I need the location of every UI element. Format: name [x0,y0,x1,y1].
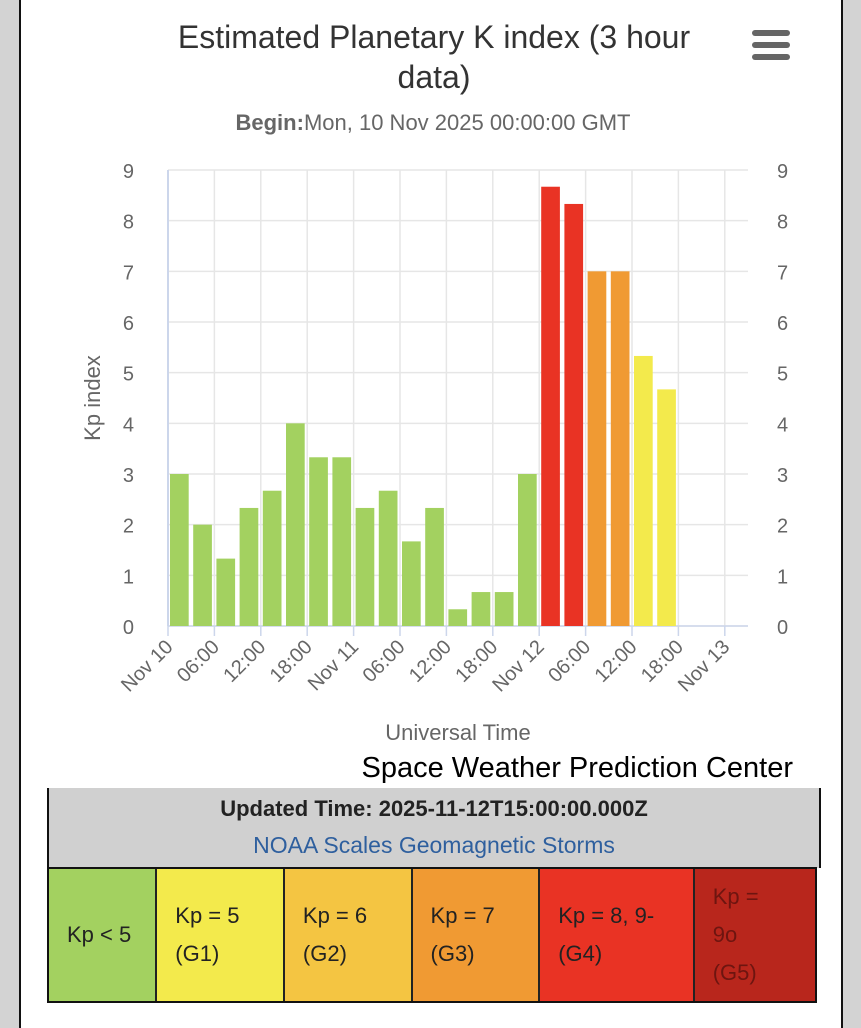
y-tick-label-right: 9 [777,161,788,183]
kp-bar[interactable] [332,457,352,626]
legend-text: Kp = 6 [302,903,368,928]
hamburger-icon [752,30,790,36]
updated-time: Updated Time: 2025-11-12T15:00:00.000Z [220,796,648,821]
x-tick-label: Nov 13 [674,636,734,696]
hamburger-icon-line [752,42,790,48]
y-tick-label-right: 3 [777,465,788,487]
legend-text: Kp < 5 [67,922,132,947]
y-tick-label-left: 2 [123,516,134,538]
x-tick-label: Nov 10 [117,636,177,696]
kp-bar[interactable] [402,541,421,626]
x-tick-label: 12:00 [405,636,456,687]
y-axis-title: Kp index [80,355,105,441]
legend-cell-g1: Kp = 5 (G1) [157,869,285,1001]
kp-bar[interactable] [518,474,537,626]
x-tick-label: Nov 11 [304,636,363,695]
legend-text: (G4) [558,941,603,966]
kp-bar[interactable] [610,271,630,626]
kp-bar[interactable] [262,490,282,626]
legend-text: (G1) [175,941,220,966]
y-tick-label-right: 7 [777,262,788,284]
chart-subtitle: Begin:Mon, 10 Nov 2025 00:00:00 GMT [236,110,631,135]
y-tick-label-right: 5 [777,364,788,386]
x-tick-label: 06:00 [173,636,224,687]
chart-menu-button[interactable] [752,30,790,62]
x-tick-label: 12:00 [591,636,642,687]
legend-cell-g0: Kp < 5 [49,869,158,1001]
hamburger-icon-line [752,54,790,60]
kp-bar[interactable] [170,474,189,626]
kp-bar[interactable] [657,389,676,626]
y-tick-label-right: 4 [777,414,788,436]
legend-text: 9o [712,922,738,947]
y-tick-label-left: 9 [123,161,134,183]
y-tick-label-left: 1 [123,566,134,588]
info-band: Updated Time: 2025-11-12T15:00:00.000Z N… [47,788,821,868]
legend-text: (G3) [430,941,475,966]
chart-credit: Space Weather Prediction Center [361,752,793,784]
kp-bar[interactable] [286,423,305,626]
kp-bar[interactable] [587,271,607,626]
subtitle-value: Mon, 10 Nov 2025 00:00:00 GMT [304,110,631,135]
y-tick-label-left: 8 [123,212,134,234]
y-tick-label-right: 0 [777,617,788,639]
y-tick-label-right: 1 [777,566,788,588]
kp-bar[interactable] [239,507,259,626]
legend-cell-g4: Kp = 8, 9- (G4) [540,869,695,1001]
legend-text: (G2) [302,941,347,966]
legend-text: Kp = 7 [430,903,495,928]
legend-text: Kp = 5 [175,903,240,928]
kp-bar[interactable] [193,524,212,626]
kp-bar[interactable] [355,507,375,626]
legend-cell-g2: Kp = 6 (G2) [284,869,413,1001]
kp-bar[interactable] [309,457,328,626]
kp-bar[interactable] [541,186,560,626]
x-tick-label: 12:00 [219,636,270,687]
x-axis-title: Universal Time [385,720,530,745]
y-tick-label-left: 5 [123,364,134,386]
legend-text: (G5) [712,960,757,985]
kp-bar[interactable] [634,355,653,626]
legend-cell-g5: Kp = 9o (G5) [694,869,815,1001]
y-tick-label-right: 8 [777,212,788,234]
storm-scale-legend: Kp < 5 Kp = 5 (G1) Kp = 6 (G2) Kp = 7 (G3) Kp =… [47,867,817,1003]
legend-cell-g3: Kp = 7 (G3) [412,869,541,1001]
legend-text: Kp = 8, 9- [558,903,655,928]
y-tick-label-left: 3 [123,465,134,487]
kp-bar[interactable] [564,203,584,627]
y-tick-label-right: 6 [777,313,788,335]
kp-bar[interactable] [494,592,514,626]
kp-bar[interactable] [448,609,468,626]
x-tick-label: Nov 12 [488,636,548,696]
y-tick-label-left: 7 [123,262,134,284]
y-tick-label-left: 0 [123,617,134,639]
kp-bar[interactable] [216,558,236,626]
kp-bar[interactable] [471,592,491,626]
legend-text: Kp = [712,884,759,909]
chart-title-line2: data) [398,59,471,95]
y-tick-label-left: 6 [123,313,134,335]
x-tick-label: 06:00 [359,636,410,687]
kp-bar[interactable] [378,490,398,626]
subtitle-label: Begin: [236,110,304,135]
chart-title-line1: Estimated Planetary K index (3 hour [178,19,691,55]
noaa-scales-link[interactable]: NOAA Scales Geomagnetic Storms [253,832,615,858]
x-tick-label: 06:00 [544,636,595,687]
y-tick-label-right: 2 [777,516,788,538]
y-tick-label-left: 4 [123,414,134,436]
kp-bar[interactable] [425,507,444,626]
